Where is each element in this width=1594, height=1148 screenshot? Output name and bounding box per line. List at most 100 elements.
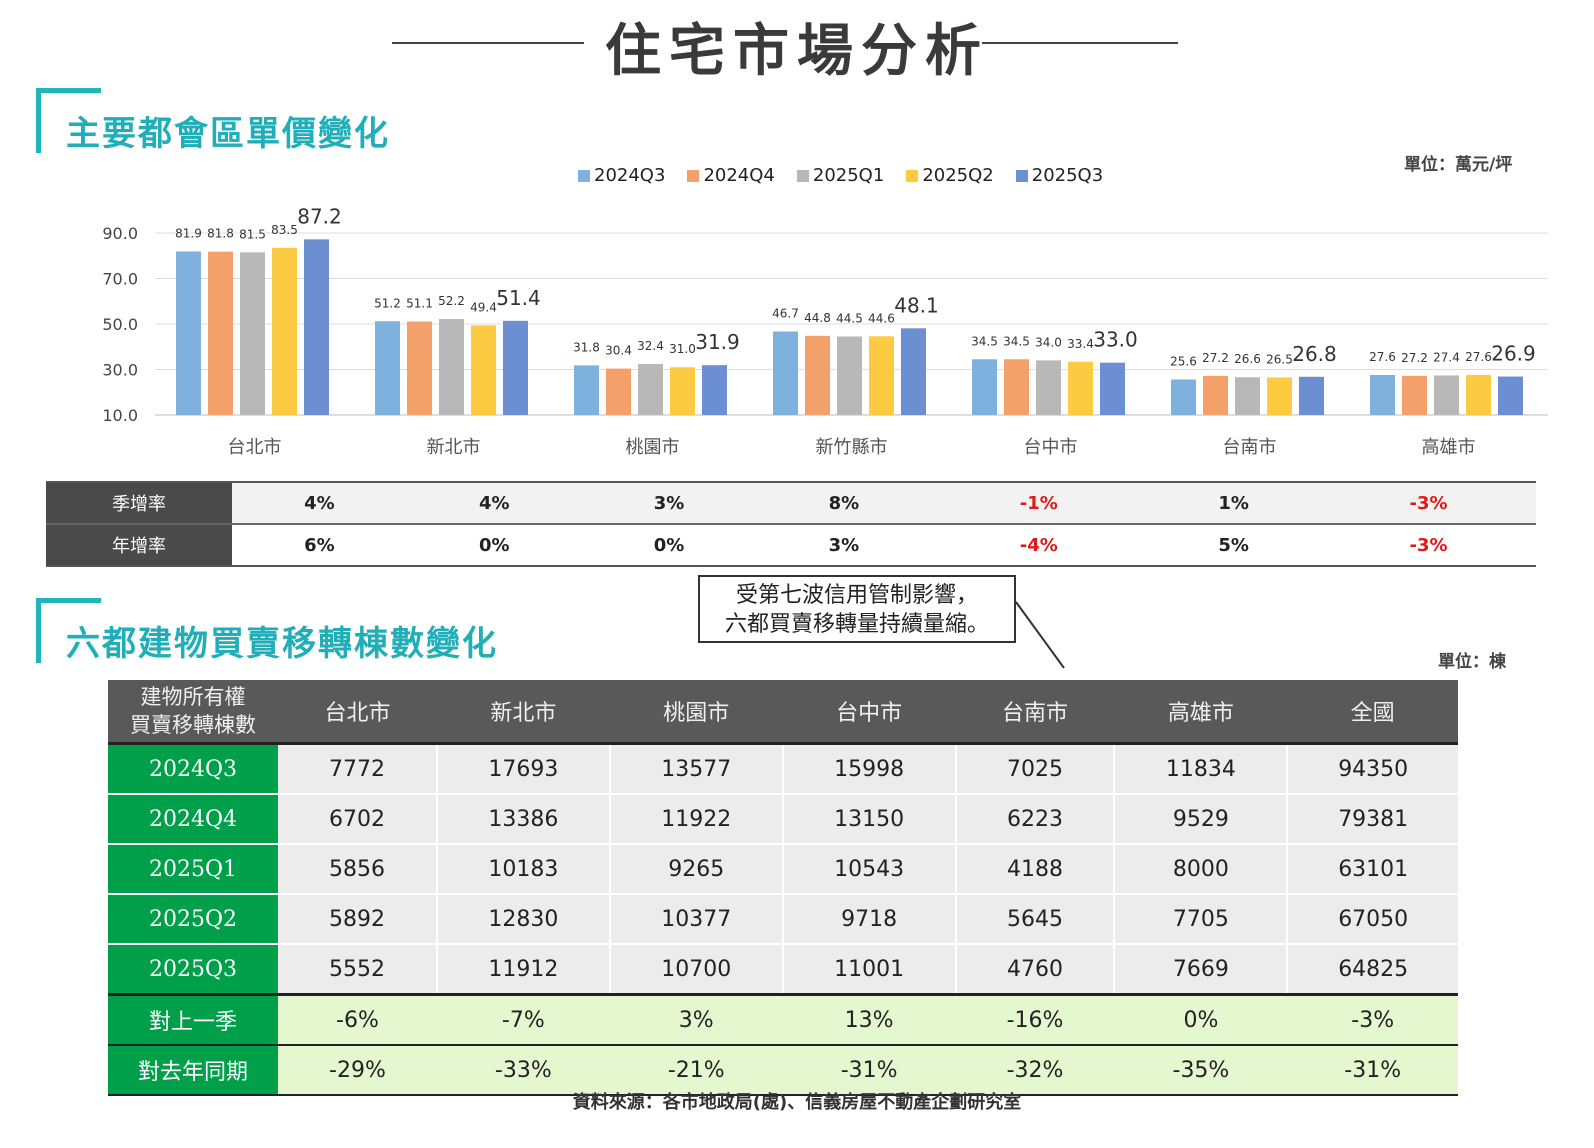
bar (1370, 374, 1395, 415)
section2-unit: 單位：棟 (1438, 652, 1506, 672)
count-cell: 94350 (1287, 743, 1458, 795)
bar (375, 321, 400, 415)
x-category-label: 桃園市 (626, 437, 680, 458)
table-row: 2025Q2 5892 12830 10377 9718 5645 7705 67050 (108, 894, 1458, 945)
bar-data-label: 81.8 (207, 227, 234, 241)
growth-cell: -16% (955, 993, 1115, 1046)
bar-data-label: 31.9 (695, 330, 740, 354)
growth-cell: -1% (931, 481, 1147, 524)
count-cell: 11834 (1114, 743, 1289, 795)
bar (1100, 362, 1125, 415)
column-header: 桃園市 (609, 680, 783, 745)
bar-data-label: 26.5 (1266, 352, 1293, 366)
bar-data-label: 52.2 (438, 294, 465, 308)
table-row: 2025Q1 5856 10183 9265 10543 4188 8000 63101 (108, 844, 1458, 895)
growth-cell: 0% (581, 523, 757, 567)
bar (972, 359, 997, 415)
bar (901, 328, 926, 415)
bar (1203, 375, 1228, 415)
row-label: 對去年同期 (108, 1045, 278, 1096)
x-category-label: 台中市 (1024, 437, 1078, 458)
bar-data-label: 27.4 (1433, 350, 1460, 364)
count-cell: 7669 (1114, 944, 1289, 996)
section2-title: 六都建物買賣移轉棟數變化 (66, 624, 498, 664)
table-row: 季增率 4% 4% 3% 8% -1% 1% -3% (46, 481, 1536, 524)
section1-title: 主要都會區單價變化 (66, 114, 390, 154)
bar (1235, 377, 1260, 415)
legend-swatch (578, 169, 590, 182)
legend-item-2024q3: 2024Q3 (578, 165, 665, 186)
row-label: 年增率 (46, 523, 232, 567)
growth-cell: -33% (436, 1045, 610, 1096)
row-label: 2025Q1 (108, 844, 278, 895)
growth-cell: 3% (609, 993, 783, 1046)
x-category-label: 高雄市 (1422, 437, 1476, 458)
legend-swatch (1015, 169, 1028, 182)
column-header: 台中市 (782, 680, 956, 745)
x-category-label: 台北市 (228, 437, 282, 458)
column-header: 台北市 (278, 680, 437, 745)
page-title: 住宅市場分析 (605, 19, 989, 84)
legend-swatch (796, 169, 809, 182)
count-cell: 13386 (436, 794, 611, 845)
bar (638, 364, 663, 415)
section1-bracket (36, 88, 101, 153)
legend-swatch (687, 169, 700, 182)
bar-data-label: 32.4 (637, 339, 664, 353)
bar (1036, 360, 1061, 415)
growth-cell: -21% (609, 1045, 783, 1096)
table-row: 對去年同期 -29% -33% -21% -31% -32% -35% -31% (108, 1045, 1458, 1096)
row-label: 2025Q3 (108, 944, 278, 996)
table-row: 2024Q3 7772 17693 13577 15998 7025 11834 94350 (108, 743, 1458, 795)
bar (574, 365, 599, 415)
growth-cell: 6% (232, 523, 407, 567)
corner-header: 建物所有權 買賣移轉棟數 (108, 680, 278, 745)
y-tick-label: 70.0 (102, 270, 138, 289)
legend-label: 2025Q3 (1031, 165, 1104, 186)
bar-data-label: 27.2 (1202, 351, 1229, 365)
title-line-right (982, 42, 1178, 44)
legend-item-2025q2: 2025Q2 (906, 165, 994, 186)
bar-data-label: 51.1 (406, 296, 433, 310)
count-cell: 79381 (1287, 794, 1458, 845)
bar-data-label: 25.6 (1170, 355, 1197, 369)
bar-data-label: 27.6 (1465, 350, 1492, 364)
bar-data-label: 26.6 (1234, 352, 1261, 366)
bar (407, 321, 432, 415)
table-header-row: 建物所有權 買賣移轉棟數 台北市 新北市 桃園市 台中市 台南市 高雄市 全國 (108, 680, 1458, 745)
count-cell: 9265 (609, 844, 784, 895)
bar-data-label: 44.5 (836, 312, 863, 326)
bar (1498, 376, 1523, 415)
legend-swatch (906, 169, 919, 182)
chart-legend: 2024Q3 2024Q4 2025Q1 2025Q2 2025Q3 (578, 165, 1103, 186)
bar (503, 320, 528, 415)
bar-data-label: 31.0 (669, 342, 696, 356)
growth-cell: 3% (581, 481, 757, 524)
bar-data-label: 30.4 (605, 344, 632, 358)
bar (1402, 375, 1427, 415)
callout-pointer (1015, 601, 1065, 669)
growth-cell: -32% (955, 1045, 1115, 1096)
table-row: 2024Q4 6702 13386 11922 13150 6223 9529 79381 (108, 794, 1458, 845)
row-label: 對上一季 (108, 993, 278, 1046)
transfer-table-body: 2024Q3 7772 17693 13577 15998 7025 11834 94350 2… (108, 743, 1458, 1096)
bar-data-label: 34.5 (971, 334, 998, 348)
legend-item-2024q4: 2024Q4 (687, 165, 775, 186)
growth-cell: 13% (782, 993, 956, 1046)
bar-data-label: 26.9 (1491, 342, 1536, 366)
growth-cell: 0% (1114, 993, 1288, 1046)
column-header: 高雄市 (1114, 680, 1288, 745)
growth-rate-table: 季增率 4% 4% 3% 8% -1% 1% -3% 年增率 6% 0% 0% … (46, 481, 1536, 567)
bar (670, 367, 695, 415)
bar-data-label: 49.4 (470, 300, 497, 314)
callout-line1: 受第七波信用管制影響， (735, 583, 978, 608)
count-cell: 13577 (609, 743, 784, 795)
count-cell: 6702 (278, 794, 438, 845)
count-cell: 12830 (436, 894, 611, 945)
bar (240, 252, 265, 415)
count-cell: 10700 (609, 944, 784, 996)
growth-cell: 1% (1146, 481, 1322, 524)
count-cell: 10183 (436, 844, 611, 895)
callout-box: 受第七波信用管制影響， 六都買賣移轉量持續量縮。 (698, 575, 1016, 643)
count-cell: 11912 (436, 944, 611, 996)
